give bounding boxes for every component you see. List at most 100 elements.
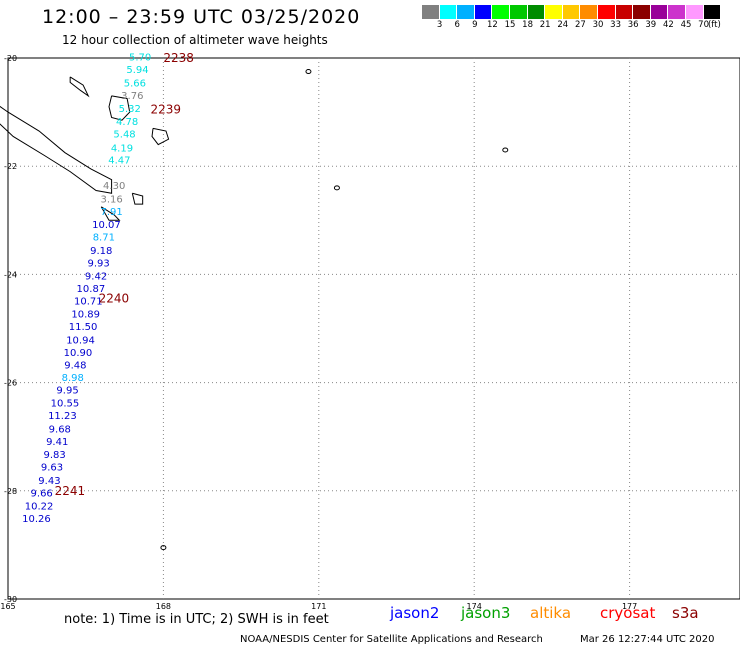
small-island bbox=[333, 185, 340, 191]
scale-swatch bbox=[422, 5, 440, 19]
wave-height-label: 10.87 bbox=[77, 284, 106, 295]
scale-label: 12 bbox=[486, 20, 498, 30]
scale-label: 24 bbox=[557, 20, 569, 30]
wave-height-color-scale: 3 6 9 12 15 18 21 24 27 30 33 36 39 42 45 70 (ft) bbox=[422, 5, 722, 31]
wave-height-label: 5.94 bbox=[126, 65, 148, 76]
scale-swatch bbox=[668, 5, 686, 19]
scale-label: 21 bbox=[539, 20, 551, 30]
wave-height-label: 11.23 bbox=[48, 411, 77, 422]
latitude-label: -26 bbox=[4, 379, 17, 388]
island-outline bbox=[100, 206, 121, 221]
time-label: 2239 bbox=[150, 102, 181, 116]
wave-height-label: 9.95 bbox=[56, 386, 78, 397]
wave-height-label: 4.30 bbox=[103, 181, 125, 192]
scale-swatch bbox=[509, 5, 528, 19]
small-island bbox=[305, 69, 312, 75]
scale-label: 30 bbox=[592, 20, 604, 30]
wave-height-label: 9.42 bbox=[85, 271, 107, 282]
scale-swatch bbox=[545, 5, 563, 19]
satellite-jason3: jason3 bbox=[461, 604, 511, 622]
wave-height-label: 10.22 bbox=[25, 501, 54, 512]
wave-height-label: 9.68 bbox=[49, 425, 71, 436]
scale-swatch bbox=[703, 5, 722, 19]
latitude-label: -24 bbox=[4, 270, 17, 279]
scale-swatch bbox=[492, 5, 510, 19]
wave-height-label: 9.43 bbox=[38, 476, 60, 487]
wave-height-label: 3.16 bbox=[100, 195, 122, 206]
scale-label: 36 bbox=[627, 20, 639, 30]
scale-label: 27 bbox=[574, 20, 586, 30]
wave-height-label: 7.91 bbox=[100, 207, 122, 218]
scale-label: 15 bbox=[504, 20, 516, 30]
scale-swatch bbox=[562, 5, 581, 19]
small-island bbox=[160, 545, 167, 551]
map-frame bbox=[7, 57, 740, 600]
wave-height-label: 9.93 bbox=[88, 258, 110, 269]
wave-height-label: 9.48 bbox=[64, 361, 86, 372]
map-subtitle: 12 hour collection of altimeter wave hei… bbox=[62, 33, 328, 47]
wave-height-label: 9.66 bbox=[31, 488, 53, 499]
island-outline bbox=[151, 127, 170, 146]
time-label: 2238 bbox=[163, 51, 194, 65]
latitude-label: -20 bbox=[4, 54, 17, 63]
wave-height-label: 8.71 bbox=[93, 233, 115, 244]
satellite-cryosat: cryosat bbox=[600, 604, 656, 622]
satellite-jason2: jason2 bbox=[390, 604, 440, 622]
scale-swatch bbox=[580, 5, 598, 19]
wave-height-label: 4.19 bbox=[111, 143, 133, 154]
wave-height-label: 5.70 bbox=[129, 52, 151, 63]
scale-label: 3 bbox=[436, 20, 443, 30]
scale-label: 45 bbox=[680, 20, 692, 30]
longitude-label: 168 bbox=[156, 602, 171, 611]
scale-labels: 3 6 9 12 15 18 21 24 27 30 33 36 39 42 45 70 (ft) bbox=[422, 19, 721, 31]
footer-note: note: 1) Time is in UTC; 2) SWH is in fe… bbox=[64, 612, 329, 627]
scale-label: 9 bbox=[472, 20, 478, 30]
island-outline bbox=[69, 76, 90, 98]
wave-height-label: 10.26 bbox=[22, 514, 51, 525]
wave-height-label: 11.50 bbox=[69, 322, 98, 333]
map-title: 12:00 – 23:59 UTC 03/25/2020 bbox=[42, 6, 361, 28]
scale-label: 18 bbox=[522, 20, 534, 30]
latitude-label: -22 bbox=[4, 162, 17, 171]
longitude-label: 177 bbox=[622, 602, 637, 611]
wave-height-label: 9.83 bbox=[43, 450, 65, 461]
wave-height-label: 10.07 bbox=[92, 220, 121, 231]
island-outline bbox=[0, 105, 113, 194]
scale-label: (ft) bbox=[707, 20, 721, 30]
scale-label: 39 bbox=[645, 20, 657, 30]
wave-height-label: 10.71 bbox=[74, 296, 103, 307]
wave-height-label: 5.48 bbox=[113, 130, 135, 141]
wave-height-label: 10.94 bbox=[66, 335, 95, 346]
island-outline bbox=[108, 95, 131, 121]
generation-timestamp: Mar 26 12:27:44 UTC 2020 bbox=[580, 634, 715, 645]
wave-height-label: 5.32 bbox=[119, 104, 141, 115]
scale-label: 6 bbox=[454, 20, 460, 30]
scale-swatch bbox=[650, 5, 669, 19]
scale-swatch bbox=[685, 5, 704, 19]
time-labels: 2238 2239 2240 2241 bbox=[55, 51, 194, 498]
scale-swatch bbox=[615, 5, 634, 19]
credit-line: NOAA/NESDIS Center for Satellite Applica… bbox=[240, 634, 543, 645]
wave-height-label: 5.66 bbox=[124, 78, 146, 89]
wave-height-label: 10.90 bbox=[64, 348, 93, 359]
longitude-label: 171 bbox=[311, 602, 326, 611]
scale-swatch bbox=[527, 5, 546, 19]
scale-label: 33 bbox=[610, 20, 622, 30]
latitude-label: -30 bbox=[4, 595, 17, 604]
small-island bbox=[502, 147, 509, 153]
coastline bbox=[0, 69, 509, 551]
scale-swatch bbox=[457, 5, 475, 19]
satellite-altika: altika bbox=[530, 604, 572, 622]
wave-height-label: 4.78 bbox=[116, 117, 138, 128]
wave-height-label: 3.76 bbox=[121, 91, 143, 102]
wave-height-label: 9.18 bbox=[90, 246, 112, 257]
longitude-label: 165 bbox=[0, 602, 15, 611]
scale-swatch bbox=[597, 5, 616, 19]
satellite-s3a: s3a bbox=[672, 604, 699, 622]
island-outline bbox=[131, 192, 144, 205]
wave-height-label: 9.41 bbox=[46, 437, 68, 448]
scale-swatch bbox=[474, 5, 493, 19]
latitude-label: -28 bbox=[4, 487, 17, 496]
